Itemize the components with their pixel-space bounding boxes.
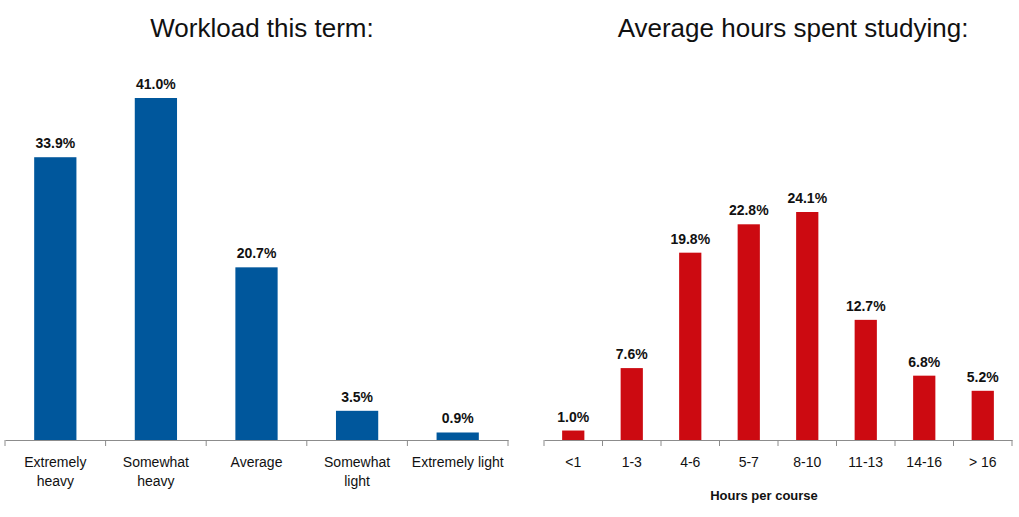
chart: Average hours spent studying: 1.0% 7.6% 19.… xyxy=(544,13,1013,503)
category-separator xyxy=(544,440,545,446)
x-axis-title: Hours per course xyxy=(710,488,818,503)
bar xyxy=(621,368,643,440)
data-label: 7.6% xyxy=(616,346,648,362)
category-separator xyxy=(602,440,603,446)
x-tick: Average xyxy=(231,454,283,470)
category-separator xyxy=(1012,440,1013,446)
x-tick: Extremely light xyxy=(412,454,504,470)
x-tick-label: <1 xyxy=(565,454,581,470)
x-tick-label: 4-6 xyxy=(680,454,700,470)
x-tick: 1-3 xyxy=(622,454,642,470)
chart-title: Average hours spent studying: xyxy=(618,13,969,43)
bars xyxy=(562,212,994,440)
bar xyxy=(336,411,378,440)
x-tick-label: > 16 xyxy=(969,454,997,470)
data-label: 22.8% xyxy=(729,202,769,218)
category-separator xyxy=(306,440,307,446)
bar xyxy=(738,224,760,440)
chart-title: Workload this term: xyxy=(150,13,373,43)
data-label: 41.0% xyxy=(136,76,176,92)
bar xyxy=(562,431,584,440)
x-tick: 11-13 xyxy=(848,454,883,470)
category-separator xyxy=(836,440,837,446)
x-tick-label: 1-3 xyxy=(622,454,642,470)
chart-canvas: Workload this term: 33.9% 41.0% 20.7% 3.5% 0.… xyxy=(0,0,1019,517)
x-tick: 4-6 xyxy=(680,454,700,470)
bar xyxy=(913,376,935,440)
data-label: 0.9% xyxy=(442,410,474,426)
bar xyxy=(855,320,877,440)
data-label: 33.9% xyxy=(35,135,75,151)
x-axis: Extremelyheavy Somewhatheavy Average Somewh… xyxy=(6,441,509,489)
category-separator xyxy=(719,440,720,446)
x-tick: > 16 xyxy=(969,454,997,470)
data-label: 19.8% xyxy=(670,231,710,247)
chart: Workload this term: 33.9% 41.0% 20.7% 3.5% 0.… xyxy=(5,13,509,489)
bar xyxy=(679,253,701,440)
bar xyxy=(972,391,994,440)
category-separator xyxy=(5,440,6,446)
bar xyxy=(34,157,76,440)
x-tick-label: Somewhatlight xyxy=(324,454,390,489)
category-separator xyxy=(895,440,896,446)
x-tick: Somewhatheavy xyxy=(123,454,189,489)
data-label: 20.7% xyxy=(237,245,277,261)
category-separator xyxy=(953,440,954,446)
data-label: 6.8% xyxy=(908,354,940,370)
x-axis: <1 1-3 4-6 5-7 8-10 11-13 14-16 > 16 xyxy=(545,441,1013,470)
x-tick-label: Average xyxy=(231,454,283,470)
category-separator xyxy=(778,440,779,446)
x-tick-label: 8-10 xyxy=(793,454,821,470)
category-separator xyxy=(105,440,106,446)
category-separator xyxy=(407,440,408,446)
x-axis-line xyxy=(6,440,509,441)
bar xyxy=(796,212,818,440)
bar xyxy=(235,267,277,440)
category-separator xyxy=(206,440,207,446)
x-tick-label: 14-16 xyxy=(906,454,942,470)
x-tick: <1 xyxy=(565,454,581,470)
category-separator xyxy=(661,440,662,446)
x-tick: 14-16 xyxy=(906,454,942,470)
data-label: 3.5% xyxy=(341,389,373,405)
bar xyxy=(135,98,177,440)
category-separators xyxy=(5,440,508,446)
x-tick: 5-7 xyxy=(739,454,759,470)
x-tick-label: 5-7 xyxy=(739,454,759,470)
data-label: 5.2% xyxy=(967,369,999,385)
data-labels: 1.0% 7.6% 19.8% 22.8% 24.1% 12.7% 6.8% 5.2% xyxy=(557,190,999,425)
data-labels: 33.9% 41.0% 20.7% 3.5% 0.9% xyxy=(35,76,474,426)
data-label: 24.1% xyxy=(787,190,827,206)
bar xyxy=(437,432,479,440)
data-label: 1.0% xyxy=(557,409,589,425)
category-separator xyxy=(508,440,509,446)
bars xyxy=(34,98,479,440)
x-tick: Extremelyheavy xyxy=(24,454,86,489)
category-separators xyxy=(544,440,1012,446)
x-tick: Somewhatlight xyxy=(324,454,390,489)
x-tick-label: Extremely light xyxy=(412,454,504,470)
x-tick: 8-10 xyxy=(793,454,821,470)
x-tick-label: Extremelyheavy xyxy=(24,454,86,489)
data-label: 12.7% xyxy=(846,298,886,314)
x-tick-label: 11-13 xyxy=(848,454,883,470)
x-tick-label: Somewhatheavy xyxy=(123,454,189,489)
